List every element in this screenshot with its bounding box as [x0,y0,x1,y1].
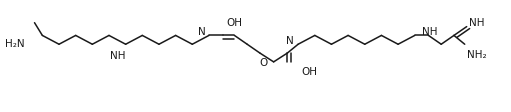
Text: N: N [198,27,206,38]
Text: NH: NH [422,27,437,38]
Text: O: O [260,58,268,68]
Text: OH: OH [226,18,242,28]
Text: NH: NH [469,18,484,28]
Text: N: N [286,36,294,46]
Text: NH: NH [110,51,126,61]
Text: OH: OH [301,67,317,77]
Text: NH₂: NH₂ [467,50,486,60]
Text: H₂N: H₂N [5,39,25,49]
